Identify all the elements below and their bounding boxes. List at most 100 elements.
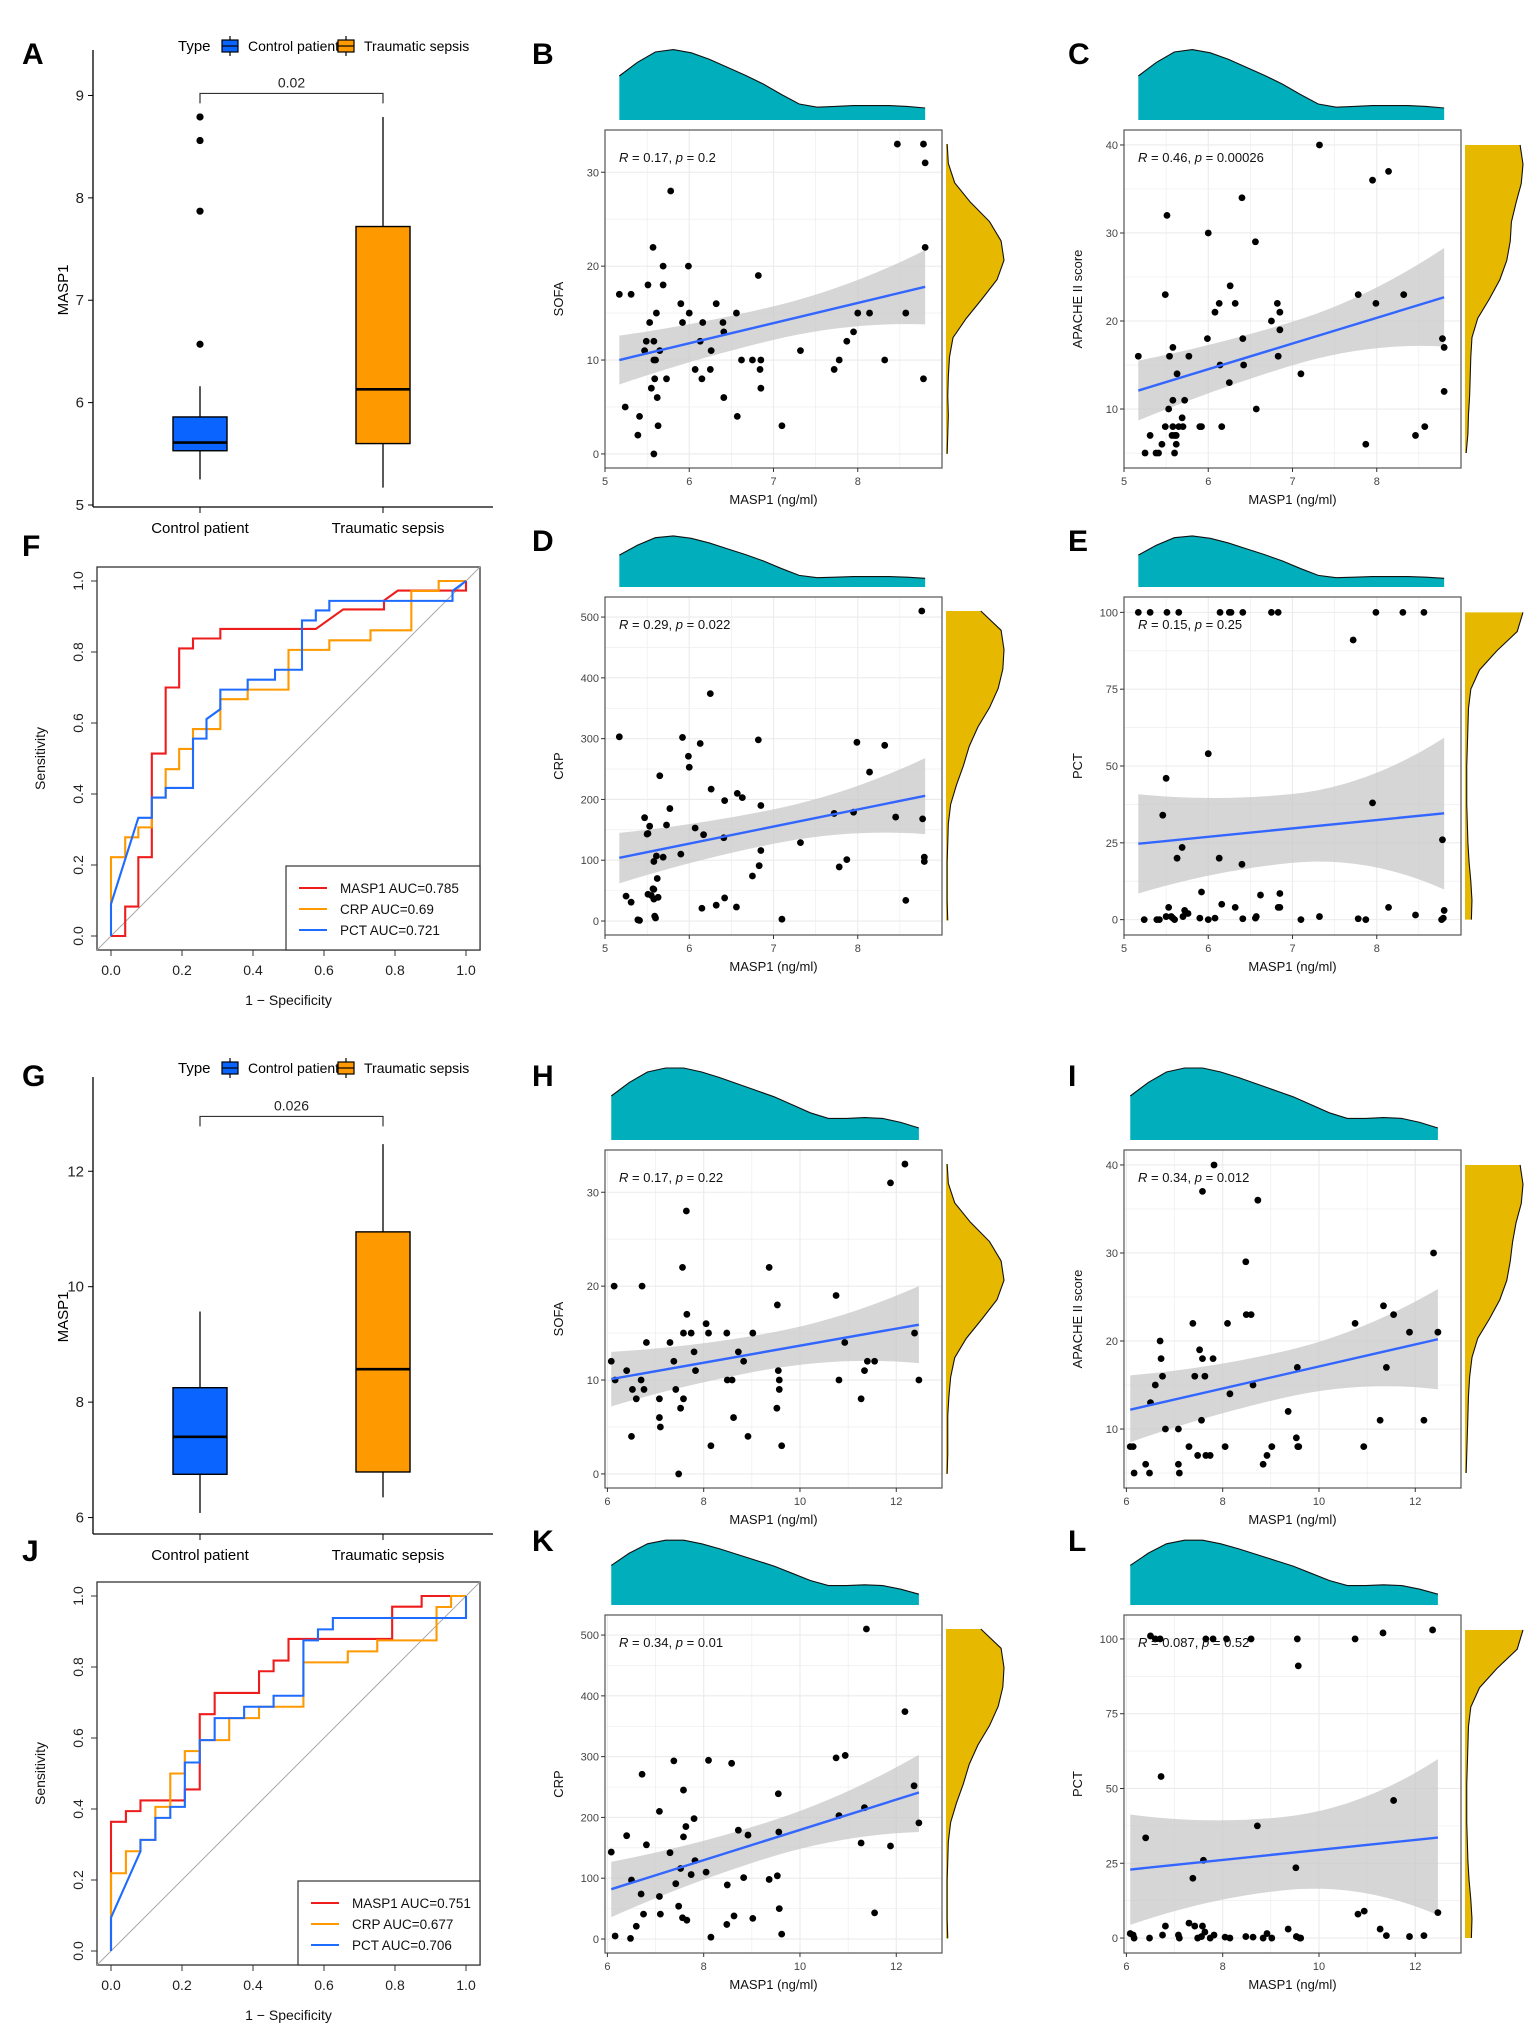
legend: Type Control patient Traumatic sepsis: [178, 1058, 469, 1078]
x-tick-label: 6: [604, 1961, 610, 1973]
data-point: [775, 1386, 783, 1393]
data-point: [1439, 335, 1446, 343]
panel-label: B: [532, 38, 554, 71]
data-point: [1239, 915, 1247, 923]
data-point: [1254, 1196, 1262, 1204]
data-point: [682, 1823, 690, 1830]
panel-j: J 0.0 0.2 0.4 0.6 0.8 1.0 0.0 0.2 0.4 0.6 0.8 1.0 1 −…: [0, 1525, 500, 2037]
marginal-density-x: [1138, 535, 1445, 587]
y-tick-label: 25: [1106, 1858, 1118, 1870]
data-point: [672, 1386, 680, 1393]
regression-line: [1137, 296, 1445, 392]
x-tick-label: 6: [1205, 476, 1211, 488]
data-point: [1263, 1930, 1271, 1937]
data-point: [1354, 291, 1362, 298]
box-traumatic-sepsis: [355, 1144, 411, 1498]
roc-curve-pct: [109, 1596, 468, 1951]
y-tick-label: 0: [1112, 915, 1118, 927]
data-point: [1169, 344, 1177, 351]
data-point: [1201, 1372, 1209, 1380]
box-iqr: [355, 225, 411, 445]
data-point: [644, 830, 652, 837]
data-point: [778, 1930, 786, 1938]
data-point: [774, 1790, 782, 1798]
data-point: [1199, 1355, 1206, 1363]
marginal-density-x-outline: [1138, 535, 1445, 579]
legend-label: MASP1 AUC=0.751: [352, 1896, 471, 1911]
data-point: [621, 403, 629, 411]
annotation-text: =: [1147, 617, 1162, 632]
legend-label: PCT AUC=0.706: [352, 1938, 452, 1953]
data-point: [650, 886, 658, 893]
box-control-patient: [172, 1311, 228, 1513]
data-point: [755, 862, 763, 870]
data-point: [728, 1759, 736, 1767]
chart-svg: 5 6 7 8 10 20 30 40 MASP1 (ng/ml) APACHE II score…: [1070, 49, 1524, 507]
data-point: [1399, 608, 1407, 616]
data-point: [1292, 1434, 1300, 1442]
data-point: [1210, 1931, 1218, 1939]
data-point: [1175, 1934, 1183, 1942]
data-point: [643, 1339, 650, 1346]
data-point: [1157, 1773, 1165, 1780]
data-point: [915, 1819, 923, 1827]
data-point: [1162, 1425, 1169, 1433]
data-point: [1316, 913, 1323, 920]
annotation-text: p: [1194, 150, 1202, 165]
box-iqr: [172, 416, 228, 452]
data-point: [866, 768, 873, 776]
marginal-density-y: [1465, 144, 1523, 454]
data-point: [723, 1329, 731, 1337]
x-axis-label: MASP1 (ng/ml): [729, 1512, 817, 1527]
legend-label: MASP1 AUC=0.785: [340, 881, 459, 896]
y-tick-label: 0.6: [70, 713, 86, 733]
marginal-density-x-outline: [610, 1067, 920, 1129]
data-point: [1420, 1416, 1428, 1424]
correlation-annotation: R = 0.17, p = 0.22: [619, 1170, 723, 1185]
data-point: [757, 847, 765, 854]
data-point: [738, 356, 745, 364]
data-point: [643, 1841, 650, 1849]
marginal-density-x-outline: [1137, 49, 1445, 109]
data-point: [919, 815, 927, 823]
annotation-text: =: [1209, 1635, 1224, 1650]
marginal-density-x: [619, 49, 926, 120]
data-point: [1159, 1372, 1166, 1380]
data-point: [835, 356, 843, 364]
data-point: [1172, 432, 1180, 439]
confidence-band: [1130, 1759, 1438, 1925]
p-value: 0.022: [698, 617, 731, 632]
data-point: [638, 1282, 646, 1290]
legend-label: Control patient: [248, 38, 339, 54]
x-tick-label: Control patient: [151, 520, 249, 537]
r-value: 0.17: [643, 1170, 668, 1185]
data-point: [663, 375, 670, 383]
data-point: [637, 1376, 645, 1384]
p-value: 0.25: [1217, 617, 1242, 632]
data-point: [1196, 914, 1204, 922]
data-point: [1179, 423, 1187, 431]
annotation-text: ,: [669, 150, 676, 165]
annotation-text: =: [628, 150, 643, 165]
data-point: [773, 1404, 781, 1412]
x-tick-label: 6: [1123, 1496, 1129, 1508]
data-point: [1181, 396, 1189, 404]
legend-label: Control patient: [248, 1060, 339, 1076]
data-point: [1268, 1934, 1276, 1942]
annotation-text: R: [619, 617, 628, 632]
data-point: [1362, 916, 1370, 924]
data-point: [1146, 1469, 1153, 1477]
data-point: [754, 736, 762, 744]
x-tick-label: 0.6: [314, 1977, 334, 1993]
data-point: [719, 319, 727, 326]
data-point: [1259, 1460, 1267, 1468]
legend: MASP1 AUC=0.751 CRP AUC=0.677 PCT AUC=0.70…: [297, 1880, 481, 1966]
data-point: [656, 1893, 663, 1900]
data-point: [728, 1376, 736, 1384]
legend-label: CRP AUC=0.69: [340, 902, 434, 917]
x-tick-label: 6: [1205, 943, 1211, 955]
data-point: [738, 794, 746, 802]
marginal-density-y-outline: [1466, 1629, 1524, 1939]
points: [615, 607, 928, 924]
x-tick-label: 7: [770, 476, 776, 488]
